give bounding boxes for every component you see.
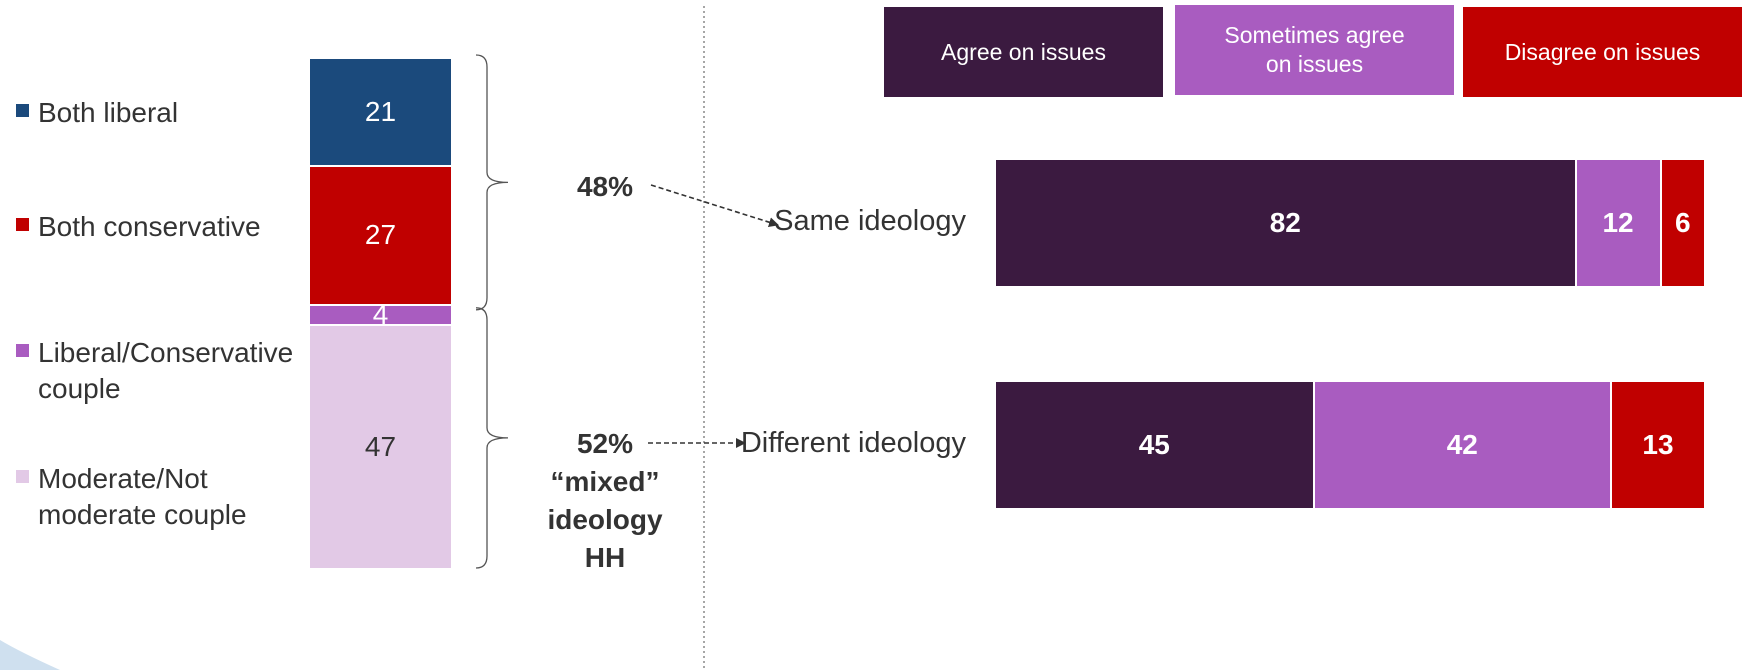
legend-key-sometimes-agree-on-issues: Sometimes agree on issues (1175, 5, 1454, 95)
segment-value-label: 27 (364, 219, 397, 251)
bar-value-label: 82 (1269, 207, 1301, 238)
bar-segment-same-ideology-agree-on-issues: 82 (996, 160, 1577, 286)
legend-item-both-liberal: Both liberal (16, 95, 338, 131)
legend-label: Moderate/Not moderate couple (38, 463, 247, 530)
legend-key-label: Agree on issues (941, 38, 1106, 65)
brace-mixed-ideology (475, 307, 509, 569)
row-label-same-ideology: Same ideology (774, 205, 966, 237)
legend-swatch (16, 470, 29, 483)
bar-value-label: 6 (1674, 207, 1691, 238)
annotation-line: HH (584, 542, 626, 573)
bar-segment-same-ideology-sometimes-agree-on-issues: 12 (1576, 160, 1662, 286)
bar-value-label: 45 (1138, 429, 1170, 460)
legend-label: Both liberal (38, 97, 179, 128)
column-segment-moderate-not-moderate-couple: 47 (310, 326, 451, 568)
column-segment-both-liberal: 21 (310, 59, 451, 167)
legend-swatch (16, 344, 29, 357)
bar-segment-same-ideology-disagree-on-issues: 6 (1661, 160, 1704, 286)
segment-value-label: 47 (364, 431, 397, 463)
annotation-line: 48% (576, 171, 634, 202)
annotation-line: “mixed” (550, 466, 660, 497)
legend-key-disagree-on-issues: Disagree on issues (1463, 7, 1742, 97)
bar-value-label: 42 (1446, 429, 1478, 460)
legend-key-label: Disagree on issues (1504, 38, 1701, 65)
column-segment-both-conservative: 27 (310, 166, 451, 306)
brace-same-ideology (475, 54, 509, 311)
annotation-mixed: 52% “mixed” ideology HH (545, 425, 665, 577)
bar-segment-different-ideology-agree-on-issues: 45 (996, 382, 1315, 508)
legend-item-moderate-not-moderate-couple: Moderate/Not moderate couple (16, 461, 288, 533)
column-segment-liberal-conservative-couple: 4 (310, 299, 451, 330)
legend-key-label: Sometimes agree on issues (1224, 22, 1405, 77)
bar-value-label: 12 (1602, 207, 1634, 238)
legend-item-both-conservative: Both conservative (16, 209, 338, 245)
legend-swatch (16, 104, 29, 117)
arrow-same-ideology (650, 184, 779, 228)
legend-label: Both conservative (38, 211, 261, 242)
corner-decoration (0, 640, 60, 670)
legend-key-agree-on-issues: Agree on issues (884, 7, 1163, 97)
annotation-same: 48% (545, 168, 665, 206)
bar-value-label: 13 (1642, 429, 1674, 460)
bar-segment-different-ideology-disagree-on-issues: 13 (1611, 382, 1704, 508)
row-label-different-ideology: Different ideology (740, 427, 966, 459)
segment-value-label: 4 (372, 299, 389, 331)
annotation-line: 52% (576, 428, 634, 459)
legend-item-liberal-conservative-couple: Liberal/Conservative couple (16, 335, 294, 407)
legend-swatch (16, 218, 29, 231)
legend-label: Liberal/Conservative couple (38, 337, 294, 404)
bar-segment-different-ideology-sometimes-agree-on-issues: 42 (1314, 382, 1612, 508)
segment-value-label: 21 (364, 95, 397, 127)
annotation-line: ideology (547, 504, 663, 535)
